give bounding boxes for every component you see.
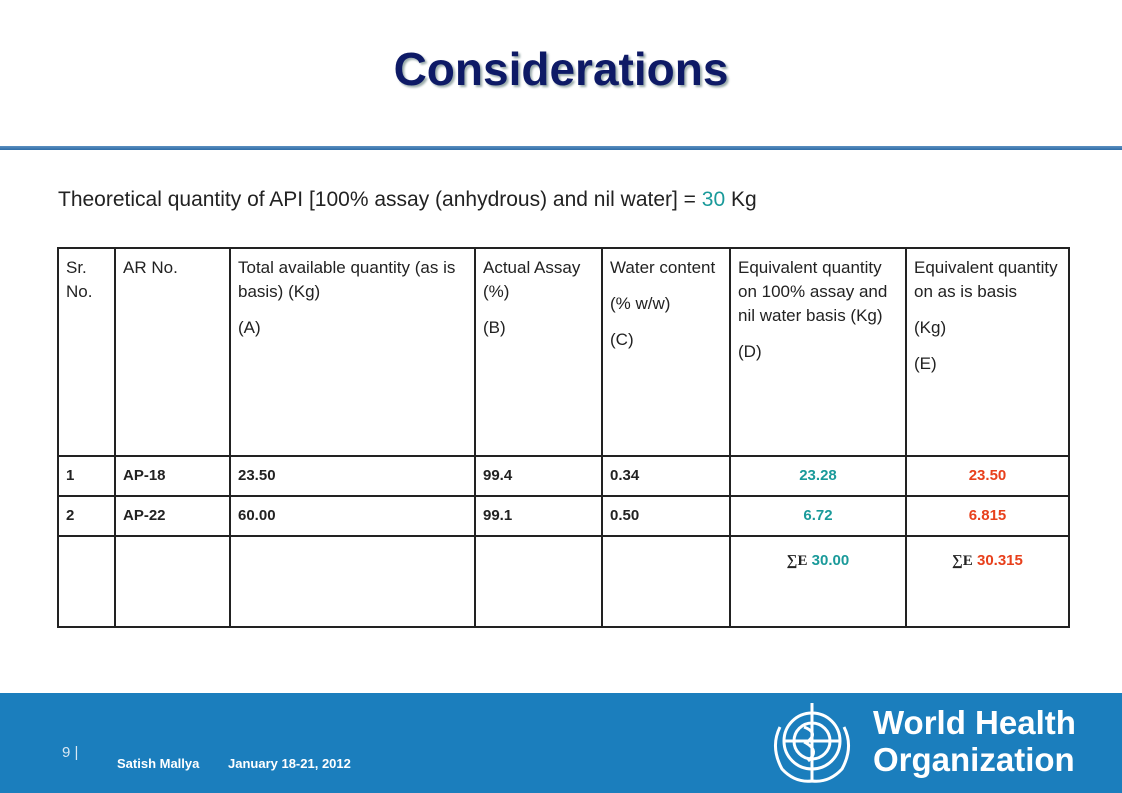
title-rule [0,146,1122,150]
title: Considerations [393,43,729,95]
page-number: 9 | [62,744,79,761]
data-cell: 60.00 [229,495,476,537]
date: January 18-21, 2012 [228,756,351,771]
statement-unit: Kg [730,188,757,211]
statement-text: Theoretical quantity of API [100% assay … [58,188,702,211]
data-cell: 23.28 [729,455,907,497]
data-cell: 23.50 [229,455,476,497]
data-cell: AP-18 [114,455,231,497]
header-cell: Actual Assay (%) (B) [474,247,603,457]
data-cell: 99.4 [474,455,603,497]
data-cell: AP-22 [114,495,231,537]
data-cell: 0.34 [601,455,731,497]
data-table: Sr. No. AR No. Total available quantity (a… [57,247,1070,628]
empty-cell [601,535,731,628]
total-cell: ∑E 30.00 [729,535,907,628]
header-text: Equivalent quantity on as is basis [914,258,1058,301]
header-cell: Water content (% w/w) (C) [601,247,731,457]
header-text: AR No. [123,258,178,277]
header-text: Actual Assay (%) [483,258,581,301]
empty-cell [57,535,116,628]
header-text: Total available quantity (as is basis) (… [238,258,456,301]
total-symbol: ∑E [786,553,808,569]
org-line2: Organization [873,741,1075,778]
header-text: (% w/w) [610,294,671,313]
data-cell: 99.1 [474,495,603,537]
empty-cell [474,535,603,628]
header-text: (B) [483,318,506,337]
header-text: Equivalent quantity on 100% assay and ni… [738,258,888,325]
header-cell: AR No. [114,247,231,457]
header-text: (Kg) [914,318,947,337]
header-text: (A) [238,318,261,337]
statement-value: 30 [701,188,726,211]
header-cell: Equivalent quantity on 100% assay and ni… [729,247,907,457]
header-text: (E) [914,354,937,373]
data-cell: 23.50 [905,455,1070,497]
org-line1: World Health [873,704,1076,741]
data-row: 2 AP-22 60.00 99.1 0.50 6.72 6.815 [57,495,1070,537]
header-cell: Equivalent quantity on as is basis (Kg) (E… [905,247,1070,457]
header-text: Water content [610,258,716,277]
data-row: 1 AP-18 23.50 99.4 0.34 23.28 23.50 [57,455,1070,497]
statement: Theoretical quantity of API [100% assay … [58,188,757,212]
total-cell: ∑E 30.315 [905,535,1070,628]
total-value: 30.00 [811,552,850,569]
empty-cell [229,535,476,628]
header-text: (D) [738,342,762,361]
header-row: Sr. No. AR No. Total available quantity (a… [57,247,1070,457]
total-value: 30.315 [976,552,1023,569]
empty-cell [114,535,231,628]
author: Satish Mallya [117,756,200,771]
data-cell: 2 [57,495,116,537]
total-row: ∑E 30.00 ∑E 30.315 [57,535,1070,628]
data-cell: 1 [57,455,116,497]
total-symbol: ∑E [952,553,973,569]
header-cell: Sr. No. [57,247,116,457]
data-cell: 0.50 [601,495,731,537]
data-cell: 6.815 [905,495,1070,537]
who-logo [774,703,850,783]
header-text: Sr. No. [66,258,93,301]
header-text: (C) [610,330,634,349]
data-cell: 6.72 [729,495,907,537]
header-cell: Total available quantity (as is basis) (… [229,247,476,457]
footer-band [0,693,1122,793]
